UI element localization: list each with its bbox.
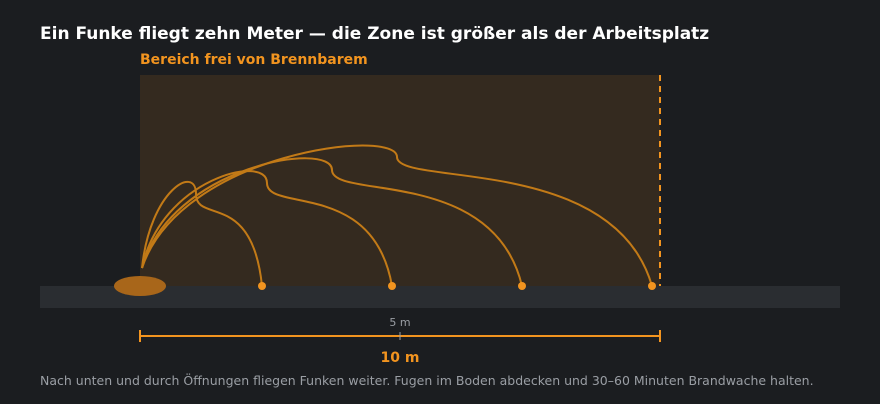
caption: Nach unten und durch Öffnungen fliegen F… bbox=[40, 373, 814, 388]
spark-landing-point bbox=[388, 282, 396, 290]
spark-trajectory bbox=[141, 157, 523, 287]
clear-zone bbox=[140, 75, 660, 286]
scale-total-label: 10 m bbox=[381, 350, 420, 366]
spark-trajectory bbox=[141, 181, 263, 287]
floor bbox=[40, 286, 840, 308]
scale-mid-label: 5 m bbox=[389, 316, 410, 329]
spark-trajectory bbox=[141, 170, 393, 287]
spark-landing-point bbox=[258, 282, 266, 290]
spark-trajectories bbox=[141, 144, 653, 287]
spark-landing-points bbox=[258, 282, 656, 290]
spark-trajectory bbox=[141, 144, 653, 287]
weld-source bbox=[114, 276, 166, 296]
spark-landing-point bbox=[518, 282, 526, 290]
diagram-title: Ein Funke fliegt zehn Meter — die Zone i… bbox=[40, 24, 710, 44]
spark-landing-point bbox=[648, 282, 656, 290]
zone-label: Bereich frei von Brennbarem bbox=[140, 52, 368, 68]
